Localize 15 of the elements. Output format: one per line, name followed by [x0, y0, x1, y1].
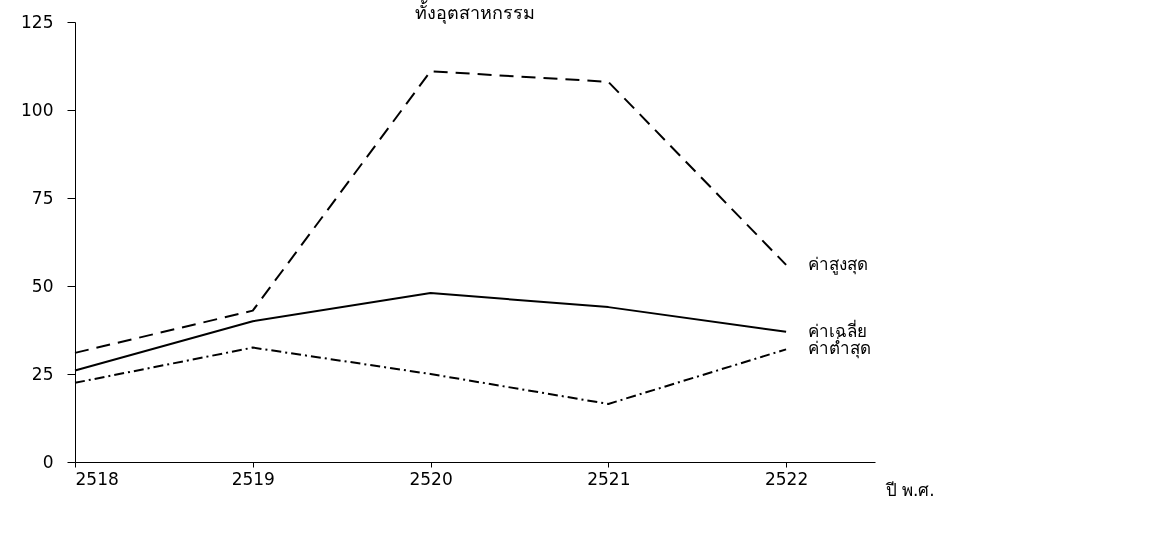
y-tick-label: 75: [31, 187, 54, 208]
x-tick-label: 2520: [409, 468, 453, 489]
x-tick-label: 2521: [587, 468, 631, 489]
y-tick-label: 25: [31, 363, 54, 384]
x-tick-label: 2519: [231, 468, 275, 489]
x-tick-label: 2518: [75, 468, 119, 489]
y-tick-label: 125: [21, 11, 54, 32]
x-tick-label: 2522: [764, 468, 809, 489]
x-axis-title: ปี พ.ศ.: [884, 479, 935, 500]
series-label: ค่าต่ำสุด: [808, 336, 872, 360]
series-label: ค่าสูงสุด: [808, 253, 869, 275]
chart-title: ทั้งอุตสาหกรรม: [415, 0, 535, 24]
y-tick-label: 100: [21, 99, 54, 120]
y-tick-label: 0: [42, 451, 54, 472]
y-tick-label: 50: [31, 275, 54, 296]
